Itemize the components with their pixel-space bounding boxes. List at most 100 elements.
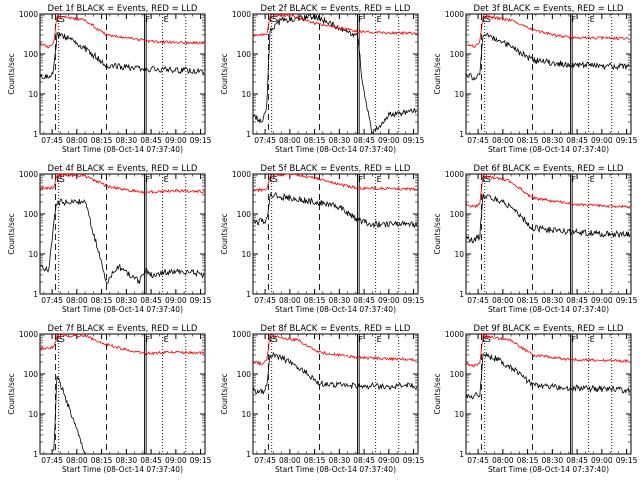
y-tick-label: 1 (246, 450, 251, 459)
x-tick-label: 09:15 (190, 136, 212, 145)
panel-title: Det 9f BLACK = Events, RED = LLD (474, 324, 624, 334)
x-tick-label: 07:45 (467, 136, 489, 145)
y-tick-label: 10 (241, 90, 251, 99)
y-tick-label: 100 (24, 50, 39, 59)
panel-title: Det 7f BLACK = Events, RED = LLD (48, 324, 198, 334)
y-axis-label: Counts/sec (220, 53, 229, 94)
marker-label: E (590, 175, 595, 184)
x-tick-label: 07:45 (254, 296, 276, 305)
marker-label: S (486, 15, 491, 24)
lld-series-line (253, 173, 418, 193)
panel-title: Det 6f BLACK = Events, RED = LLD (474, 164, 624, 174)
x-tick-label: 08:30 (116, 456, 138, 465)
x-tick-label: 08:45 (566, 456, 588, 465)
events-series-line (253, 191, 418, 229)
marker-label: F (359, 15, 364, 24)
events-series-line (466, 351, 631, 400)
y-axis-label: Counts/sec (7, 373, 16, 414)
y-axis-label: Counts/sec (433, 213, 442, 254)
y-tick-label: 1 (33, 290, 38, 299)
x-tick-label: 09:15 (403, 296, 425, 305)
marker-label: F (146, 15, 151, 24)
x-tick-label: 08:15 (91, 136, 113, 145)
x-tick-label: 08:15 (517, 296, 539, 305)
lld-series-line (40, 14, 205, 49)
x-tick-label: 09:00 (591, 136, 613, 145)
x-tick-label: 08:30 (329, 136, 351, 145)
lld-series-line (466, 14, 631, 49)
events-series-line (253, 351, 418, 395)
events-series-line (40, 31, 205, 80)
y-tick-label: 1000 (445, 330, 464, 339)
lld-series-line (466, 333, 631, 368)
marker-label: E (164, 335, 169, 344)
y-tick-label: 10 (454, 410, 464, 419)
events-series-line (40, 198, 205, 285)
marker-label: F (359, 335, 364, 344)
x-tick-label: 09:15 (616, 456, 638, 465)
y-tick-label: 10 (241, 250, 251, 259)
y-tick-label: 100 (24, 370, 39, 379)
x-tick-label: 07:45 (254, 456, 276, 465)
x-axis-label: Start Time (08-Oct-14 07:37:40) (488, 465, 609, 474)
y-tick-label: 10 (28, 90, 38, 99)
y-tick-label: 10 (28, 250, 38, 259)
x-tick-label: 08:00 (492, 136, 514, 145)
y-tick-label: 1000 (19, 330, 38, 339)
x-tick-label: 08:15 (517, 456, 539, 465)
detector-panel-7: Det 7f BLACK = Events, RED = LLD 1 10 100 10… (7, 324, 212, 474)
x-tick-label: 09:15 (190, 456, 212, 465)
y-tick-label: 10 (454, 90, 464, 99)
y-axis-label: Counts/sec (7, 53, 16, 94)
y-axis-label: Counts/sec (220, 213, 229, 254)
x-tick-label: 08:45 (140, 456, 162, 465)
x-tick-label: 08:30 (116, 136, 138, 145)
x-tick-label: 08:30 (329, 296, 351, 305)
plot-frame (465, 13, 632, 135)
detector-panel-4: Det 4f BLACK = Events, RED = LLD 1 10 100 10… (7, 164, 212, 314)
marker-label: E (377, 15, 382, 24)
y-tick-label: 100 (237, 370, 252, 379)
marker-label: E (269, 15, 274, 24)
y-tick-label: 100 (237, 210, 252, 219)
events-series-line (253, 14, 417, 135)
x-tick-label: 08:00 (279, 296, 301, 305)
x-tick-label: 09:00 (165, 136, 187, 145)
y-tick-label: 100 (237, 50, 252, 59)
x-tick-label: 09:00 (378, 136, 400, 145)
x-axis-label: Start Time (08-Oct-14 07:37:40) (275, 305, 396, 314)
detector-panel-5: Det 5f BLACK = Events, RED = LLD 1 10 100 10… (220, 164, 425, 314)
x-tick-label: 07:45 (254, 136, 276, 145)
marker-label: F (359, 175, 364, 184)
x-tick-label: 08:00 (279, 136, 301, 145)
marker-label: S (486, 335, 491, 344)
marker-label: F (146, 335, 151, 344)
x-tick-label: 09:15 (403, 136, 425, 145)
panel-title: Det 4f BLACK = Events, RED = LLD (48, 164, 198, 174)
y-tick-label: 1 (246, 130, 251, 139)
x-tick-label: 09:15 (403, 456, 425, 465)
marker-label: S (60, 335, 65, 344)
x-tick-label: 08:00 (66, 296, 88, 305)
x-tick-label: 09:00 (378, 296, 400, 305)
plot-frame (39, 173, 206, 295)
marker-label: E (590, 335, 595, 344)
x-tick-label: 08:15 (304, 456, 326, 465)
x-tick-label: 08:30 (542, 296, 564, 305)
plot-frame (465, 333, 632, 455)
x-tick-label: 09:15 (190, 296, 212, 305)
marker-label: S (486, 175, 491, 184)
y-tick-label: 10 (454, 250, 464, 259)
y-tick-label: 1000 (445, 10, 464, 19)
marker-label: S (273, 175, 278, 184)
x-tick-label: 08:30 (116, 296, 138, 305)
x-tick-label: 08:45 (140, 136, 162, 145)
x-tick-label: 08:30 (329, 456, 351, 465)
y-tick-label: 1000 (19, 170, 38, 179)
x-axis-label: Start Time (08-Oct-14 07:37:40) (275, 465, 396, 474)
x-tick-label: 08:45 (353, 296, 375, 305)
plot-frame (39, 13, 206, 135)
marker-label: E (482, 15, 487, 24)
events-series-line (53, 375, 86, 455)
detector-panel-1: Det 1f BLACK = Events, RED = LLD 1 10 100 10… (7, 4, 212, 154)
